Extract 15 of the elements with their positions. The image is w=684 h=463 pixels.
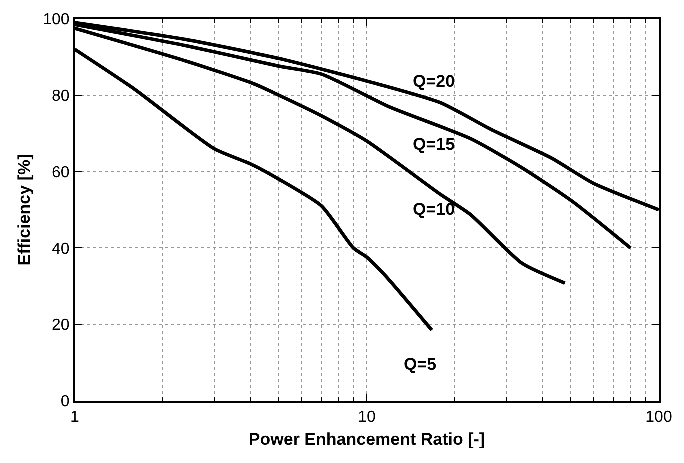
y-tick-label: 100 bbox=[43, 12, 70, 29]
y-tick-label: 0 bbox=[60, 394, 70, 411]
series-label: Q=20 bbox=[413, 72, 456, 91]
series-label: Q=5 bbox=[404, 355, 437, 374]
x-tick-label: 10 bbox=[358, 409, 376, 426]
y-tick-label: 40 bbox=[52, 240, 70, 258]
series-label: Q=15 bbox=[413, 135, 456, 154]
x-tick-label: 1 bbox=[70, 409, 80, 426]
series-label: Q=10 bbox=[413, 200, 456, 219]
x-tick-label: 100 bbox=[646, 409, 672, 426]
y-tick-label: 60 bbox=[52, 164, 70, 182]
y-tick-label: 20 bbox=[52, 317, 70, 334]
x-axis-title: Power Enhancement Ratio [-] bbox=[248, 430, 486, 450]
y-axis-title: Efficiency [%] bbox=[15, 154, 34, 266]
y-tick-label: 80 bbox=[52, 88, 70, 105]
